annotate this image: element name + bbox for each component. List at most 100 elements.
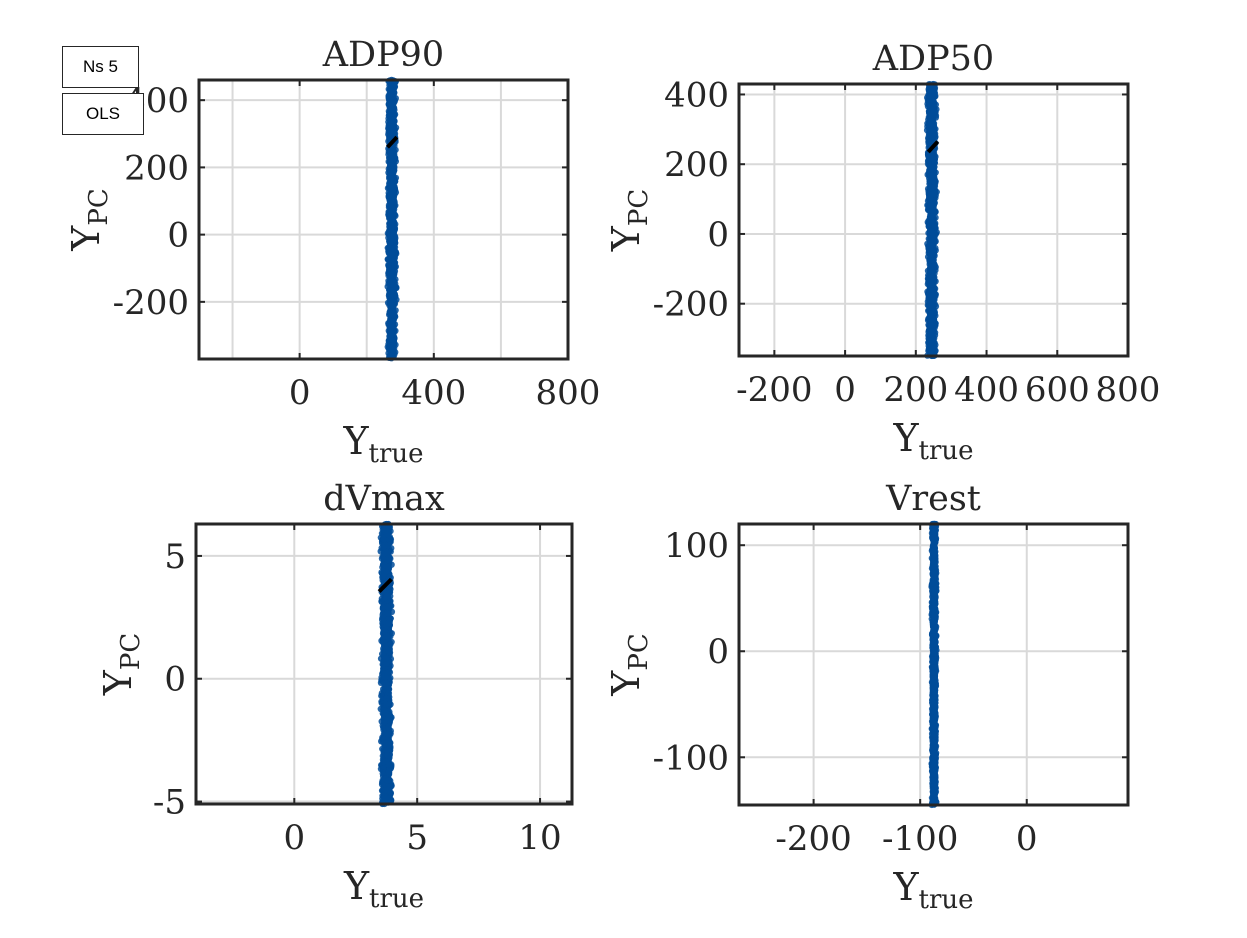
data-point bbox=[384, 549, 391, 556]
data-point bbox=[387, 287, 395, 295]
data-point bbox=[387, 213, 395, 220]
data-point bbox=[388, 329, 396, 337]
data-point bbox=[390, 341, 398, 348]
axes-frame bbox=[197, 78, 570, 361]
scatter-points bbox=[377, 520, 396, 808]
y-tick-label: 0 bbox=[707, 215, 729, 255]
data-point bbox=[384, 610, 391, 617]
data-point bbox=[384, 604, 391, 611]
data-point bbox=[388, 155, 395, 163]
data-point bbox=[929, 257, 936, 264]
data-point bbox=[389, 124, 396, 132]
y-tick-label: 5 bbox=[164, 537, 186, 577]
data-point bbox=[384, 731, 392, 738]
data-point bbox=[380, 536, 387, 543]
y-tick-label: 200 bbox=[664, 145, 729, 185]
data-point bbox=[390, 311, 397, 319]
x-tick-label: 5 bbox=[406, 818, 428, 858]
data-point bbox=[386, 194, 394, 201]
data-point bbox=[388, 168, 395, 175]
y-tick-label: 200 bbox=[124, 148, 189, 188]
data-point bbox=[930, 291, 937, 299]
y-tick-label: 0 bbox=[164, 660, 186, 700]
data-point bbox=[929, 207, 936, 214]
data-point bbox=[383, 593, 391, 600]
data-point bbox=[928, 337, 935, 345]
x-tick-label: 0 bbox=[283, 818, 305, 858]
data-point bbox=[928, 94, 935, 101]
data-point bbox=[930, 190, 937, 198]
data-point bbox=[386, 92, 393, 100]
subplot-title: ADP50 bbox=[872, 39, 994, 79]
data-point bbox=[391, 198, 398, 205]
data-point bbox=[927, 127, 935, 134]
x-tick-label: 600 bbox=[1025, 370, 1090, 410]
data-point bbox=[388, 116, 395, 124]
data-point bbox=[380, 526, 388, 533]
scatter-points bbox=[923, 80, 940, 360]
data-point bbox=[385, 277, 392, 284]
x-tick-label: 200 bbox=[883, 370, 948, 410]
data-point bbox=[927, 86, 934, 94]
x-tick-label: 0 bbox=[289, 373, 311, 413]
data-point bbox=[386, 111, 393, 119]
x-axis-label: Ytrue bbox=[343, 864, 424, 914]
y-tick-label: -200 bbox=[653, 285, 729, 325]
data-point bbox=[381, 740, 388, 748]
scatter-points bbox=[928, 520, 940, 809]
data-point bbox=[924, 288, 931, 295]
data-point bbox=[387, 297, 394, 305]
data-point bbox=[384, 777, 391, 784]
x-tick-label: -200 bbox=[736, 370, 812, 410]
y-axis-label: YPC bbox=[64, 188, 114, 251]
scatter-points bbox=[384, 76, 400, 362]
data-point bbox=[389, 318, 396, 325]
x-tick-label: 10 bbox=[518, 818, 561, 858]
data-point bbox=[926, 175, 933, 182]
data-point bbox=[929, 219, 936, 226]
data-point bbox=[385, 563, 392, 570]
data-point bbox=[387, 674, 394, 682]
data-point bbox=[927, 322, 935, 329]
data-point bbox=[390, 245, 397, 252]
x-tick-label: 0 bbox=[834, 370, 856, 410]
subplot-adp50: -200 0 200 400 600 800-2000200400ADP50YtrueYP… bbox=[604, 39, 1160, 466]
data-point bbox=[927, 279, 934, 287]
data-point bbox=[389, 182, 397, 190]
data-point bbox=[392, 283, 400, 291]
y-axis-label: YPC bbox=[96, 633, 146, 696]
data-point bbox=[390, 236, 397, 243]
data-point bbox=[384, 283, 391, 290]
data-point bbox=[929, 234, 937, 241]
data-point bbox=[930, 328, 937, 335]
data-point bbox=[383, 701, 390, 708]
data-point bbox=[385, 685, 393, 693]
data-point bbox=[929, 250, 936, 258]
x-axis-label: Ytrue bbox=[342, 419, 423, 469]
data-point bbox=[931, 159, 938, 166]
data-point bbox=[388, 761, 395, 768]
y-tick-label: 400 bbox=[664, 75, 729, 115]
data-point bbox=[391, 261, 398, 268]
data-point bbox=[930, 201, 937, 208]
data-point bbox=[381, 707, 388, 714]
data-point bbox=[388, 225, 395, 233]
data-point bbox=[384, 646, 392, 654]
data-point bbox=[379, 795, 386, 802]
data-point bbox=[930, 106, 937, 113]
data-point bbox=[928, 301, 935, 308]
data-point bbox=[381, 627, 388, 635]
subplot-title: ADP90 bbox=[322, 35, 444, 75]
data-point bbox=[386, 86, 394, 93]
x-tick-label: 400 bbox=[401, 373, 466, 413]
data-point bbox=[386, 149, 394, 156]
y-axis-label: YPC bbox=[604, 189, 654, 252]
x-tick-label: 800 bbox=[1096, 370, 1161, 410]
data-point bbox=[927, 120, 935, 127]
data-point bbox=[928, 311, 935, 318]
data-point bbox=[386, 265, 393, 272]
data-point bbox=[385, 620, 392, 627]
